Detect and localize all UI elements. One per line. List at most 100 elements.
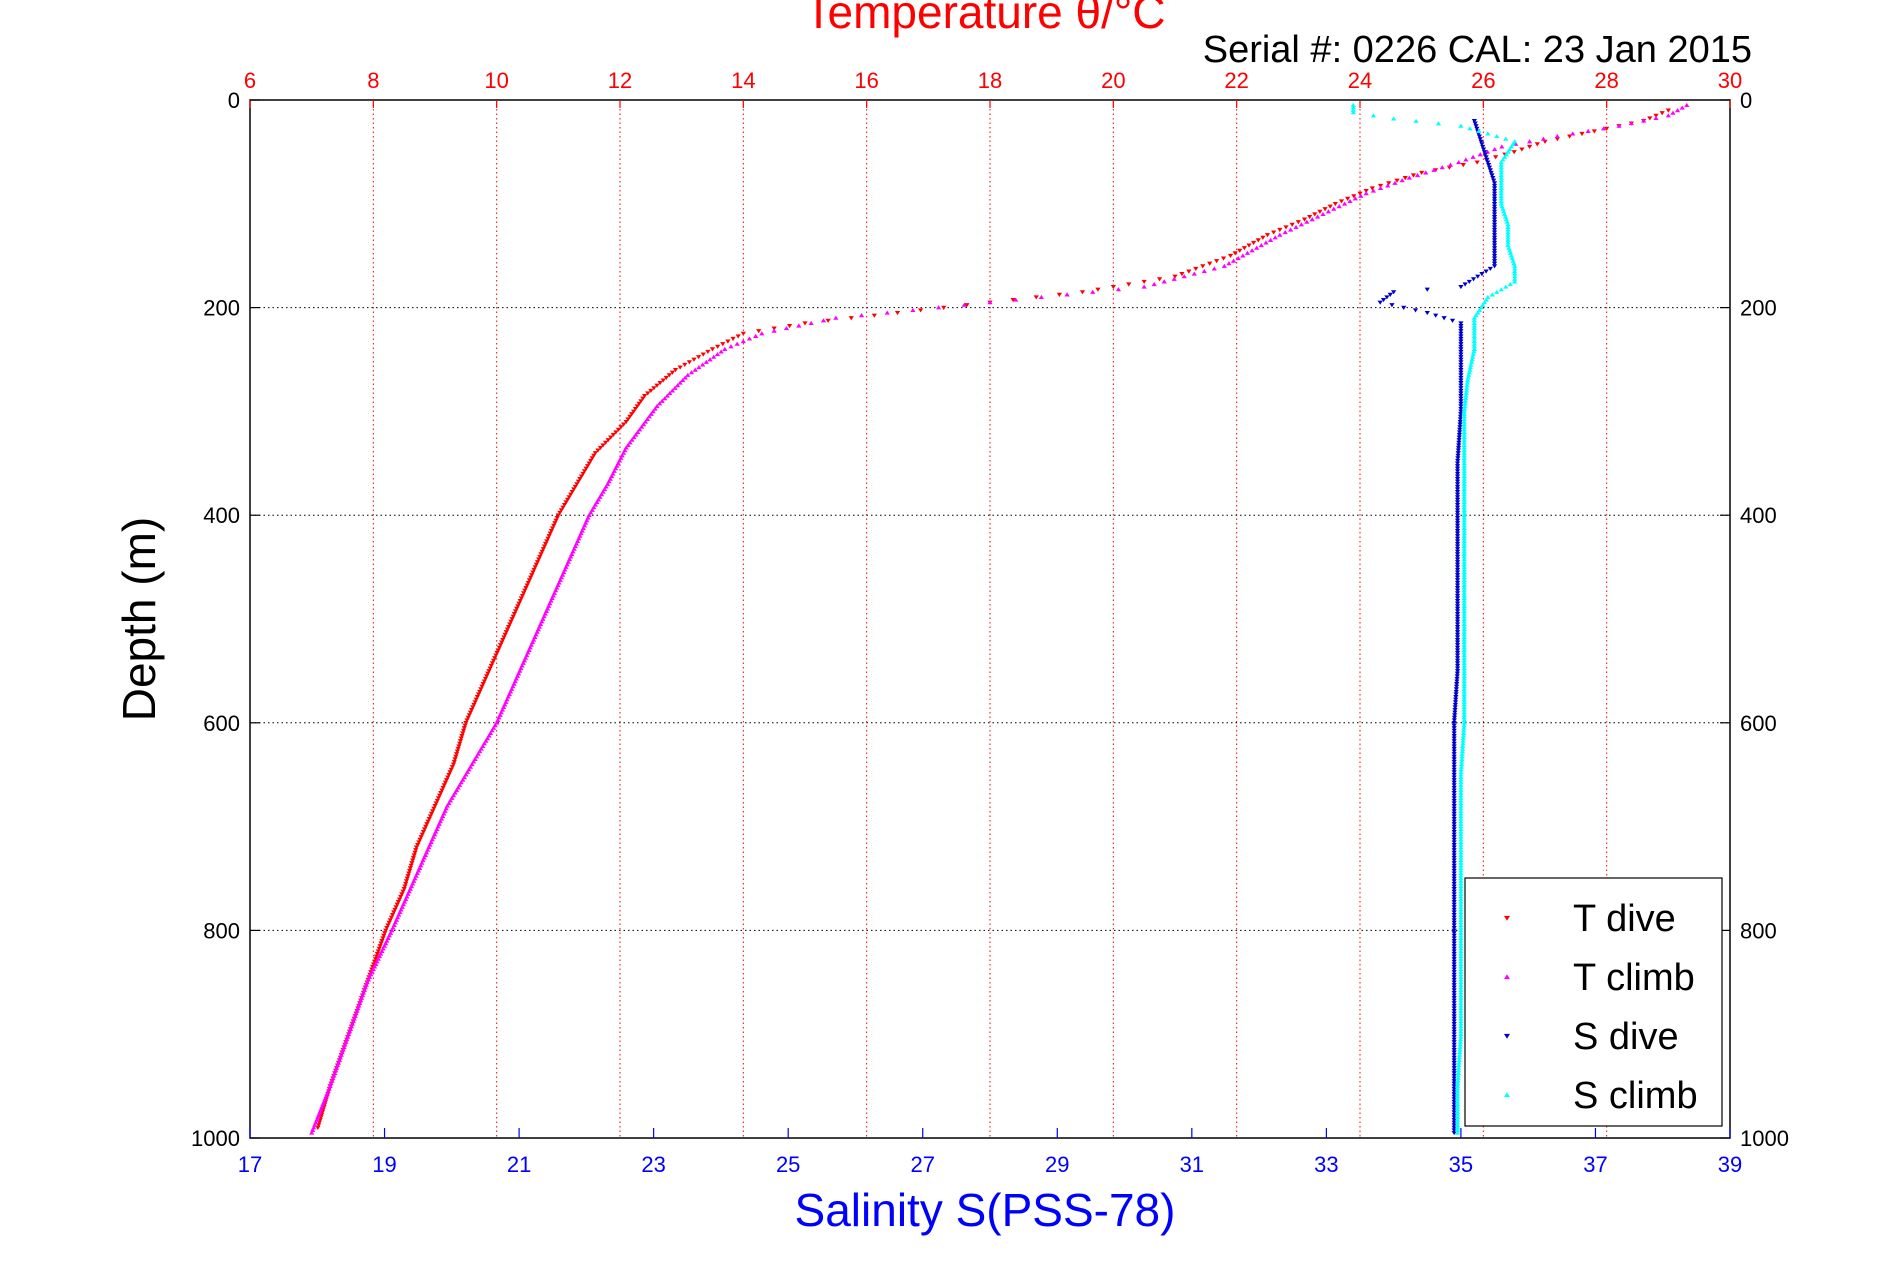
data-point-t-climb	[884, 310, 890, 315]
data-point-s-climb	[1458, 767, 1464, 772]
data-point-t-climb	[1370, 188, 1376, 193]
data-point-s-dive	[1454, 549, 1461, 554]
data-point-t-dive	[539, 549, 545, 554]
data-point-t-dive	[546, 534, 552, 539]
data-point-s-dive	[1384, 295, 1390, 300]
data-point-s-dive	[1452, 702, 1458, 707]
data-point-t-dive	[677, 365, 683, 370]
data-point-t-climb	[343, 1039, 349, 1044]
data-point-t-dive	[448, 767, 454, 772]
data-point-s-climb	[1458, 782, 1464, 787]
data-point-s-dive	[1451, 720, 1457, 726]
data-point-s-dive	[1377, 300, 1383, 305]
data-point-t-climb	[1331, 206, 1337, 211]
data-point-s-dive	[1491, 253, 1498, 259]
data-point-s-climb	[1461, 730, 1467, 735]
data-point-t-dive	[709, 347, 716, 352]
data-point-t-dive	[524, 583, 530, 588]
data-point-t-climb	[1392, 180, 1398, 185]
data-point-s-dive	[1452, 708, 1458, 713]
data-point-t-dive	[473, 697, 479, 702]
data-point-t-climb	[346, 1029, 353, 1034]
data-point-s-climb	[1461, 642, 1467, 647]
data-point-s-climb	[1458, 839, 1464, 844]
data-point-s-climb	[1498, 183, 1504, 188]
data-point-s-climb	[1458, 964, 1464, 969]
data-point-t-dive	[493, 653, 499, 658]
data-point-t-dive	[1156, 277, 1163, 282]
data-point-s-dive	[1451, 723, 1457, 728]
data-point-s-dive	[1451, 884, 1457, 889]
data-point-s-climb	[1461, 572, 1467, 577]
data-point-t-dive	[457, 739, 464, 744]
data-point-s-climb	[1461, 608, 1467, 614]
temperature-tick-label: 12	[608, 68, 632, 93]
data-point-t-climb	[331, 1073, 337, 1078]
data-point-s-dive	[1451, 1060, 1457, 1066]
data-point-s-dive	[1451, 736, 1457, 741]
legend-label-s-dive: S dive	[1573, 1016, 1679, 1058]
data-point-s-climb	[1505, 242, 1511, 248]
data-point-t-dive	[454, 749, 460, 754]
data-point-s-dive	[1457, 422, 1463, 427]
data-point-t-dive	[446, 772, 452, 778]
data-point-t-dive	[406, 868, 413, 874]
data-point-t-dive	[432, 804, 438, 809]
data-point-t-dive	[515, 604, 521, 609]
data-point-s-climb	[1461, 640, 1467, 645]
data-point-s-climb	[1458, 922, 1464, 928]
data-point-t-climb	[1258, 242, 1264, 248]
data-point-s-climb	[1454, 1122, 1461, 1127]
data-point-s-climb	[1458, 943, 1464, 948]
data-point-s-climb	[1458, 907, 1464, 912]
data-point-t-climb	[650, 409, 656, 414]
data-point-s-dive	[1491, 238, 1498, 243]
data-point-s-climb	[1458, 998, 1464, 1003]
data-point-t-dive	[433, 801, 439, 806]
data-point-s-climb	[1461, 601, 1467, 606]
data-point-t-dive	[591, 453, 597, 458]
data-point-s-climb	[1461, 479, 1467, 484]
temperature-tick-label: 18	[978, 68, 1002, 93]
data-point-s-climb	[1461, 715, 1467, 720]
data-point-t-dive	[715, 344, 721, 349]
data-point-s-climb	[1461, 710, 1467, 715]
data-point-s-dive	[1454, 674, 1460, 679]
data-point-t-dive	[638, 399, 644, 404]
data-point-t-dive	[547, 531, 553, 536]
data-point-s-climb	[1498, 159, 1504, 165]
data-point-t-dive	[1251, 240, 1257, 246]
data-point-t-climb	[1499, 144, 1505, 149]
data-point-t-climb	[672, 385, 678, 390]
data-point-s-dive	[1491, 204, 1498, 209]
data-point-t-dive	[663, 375, 669, 381]
data-point-t-dive	[620, 422, 627, 427]
temperature-tick-label: 28	[1594, 68, 1618, 93]
data-point-s-climb	[1485, 131, 1491, 136]
data-point-t-climb	[346, 1031, 352, 1037]
data-point-t-dive	[507, 622, 513, 627]
data-point-t-dive	[424, 822, 430, 827]
data-point-t-climb	[1679, 105, 1685, 110]
data-point-s-climb	[1458, 974, 1464, 979]
data-point-t-dive	[605, 438, 611, 443]
data-point-t-dive	[457, 741, 463, 746]
data-point-s-climb	[1461, 637, 1467, 642]
data-point-s-climb	[1458, 1029, 1464, 1034]
data-point-t-dive	[1010, 297, 1016, 303]
data-point-s-climb	[1471, 344, 1477, 349]
data-point-s-climb	[1458, 811, 1464, 816]
data-point-s-dive	[1454, 635, 1461, 640]
data-point-s-dive	[1454, 606, 1461, 611]
data-point-s-climb	[1481, 300, 1488, 305]
data-point-s-dive	[1451, 871, 1457, 876]
data-point-t-dive	[1295, 220, 1301, 225]
data-point-t-climb	[1315, 214, 1321, 219]
depth-tick-label-left: 400	[203, 503, 240, 528]
data-point-t-dive	[458, 736, 464, 741]
data-point-t-dive	[503, 630, 509, 635]
data-point-t-climb	[644, 416, 650, 422]
data-point-t-dive	[447, 770, 453, 775]
data-point-s-dive	[1458, 383, 1464, 388]
data-point-s-climb	[1461, 515, 1467, 520]
